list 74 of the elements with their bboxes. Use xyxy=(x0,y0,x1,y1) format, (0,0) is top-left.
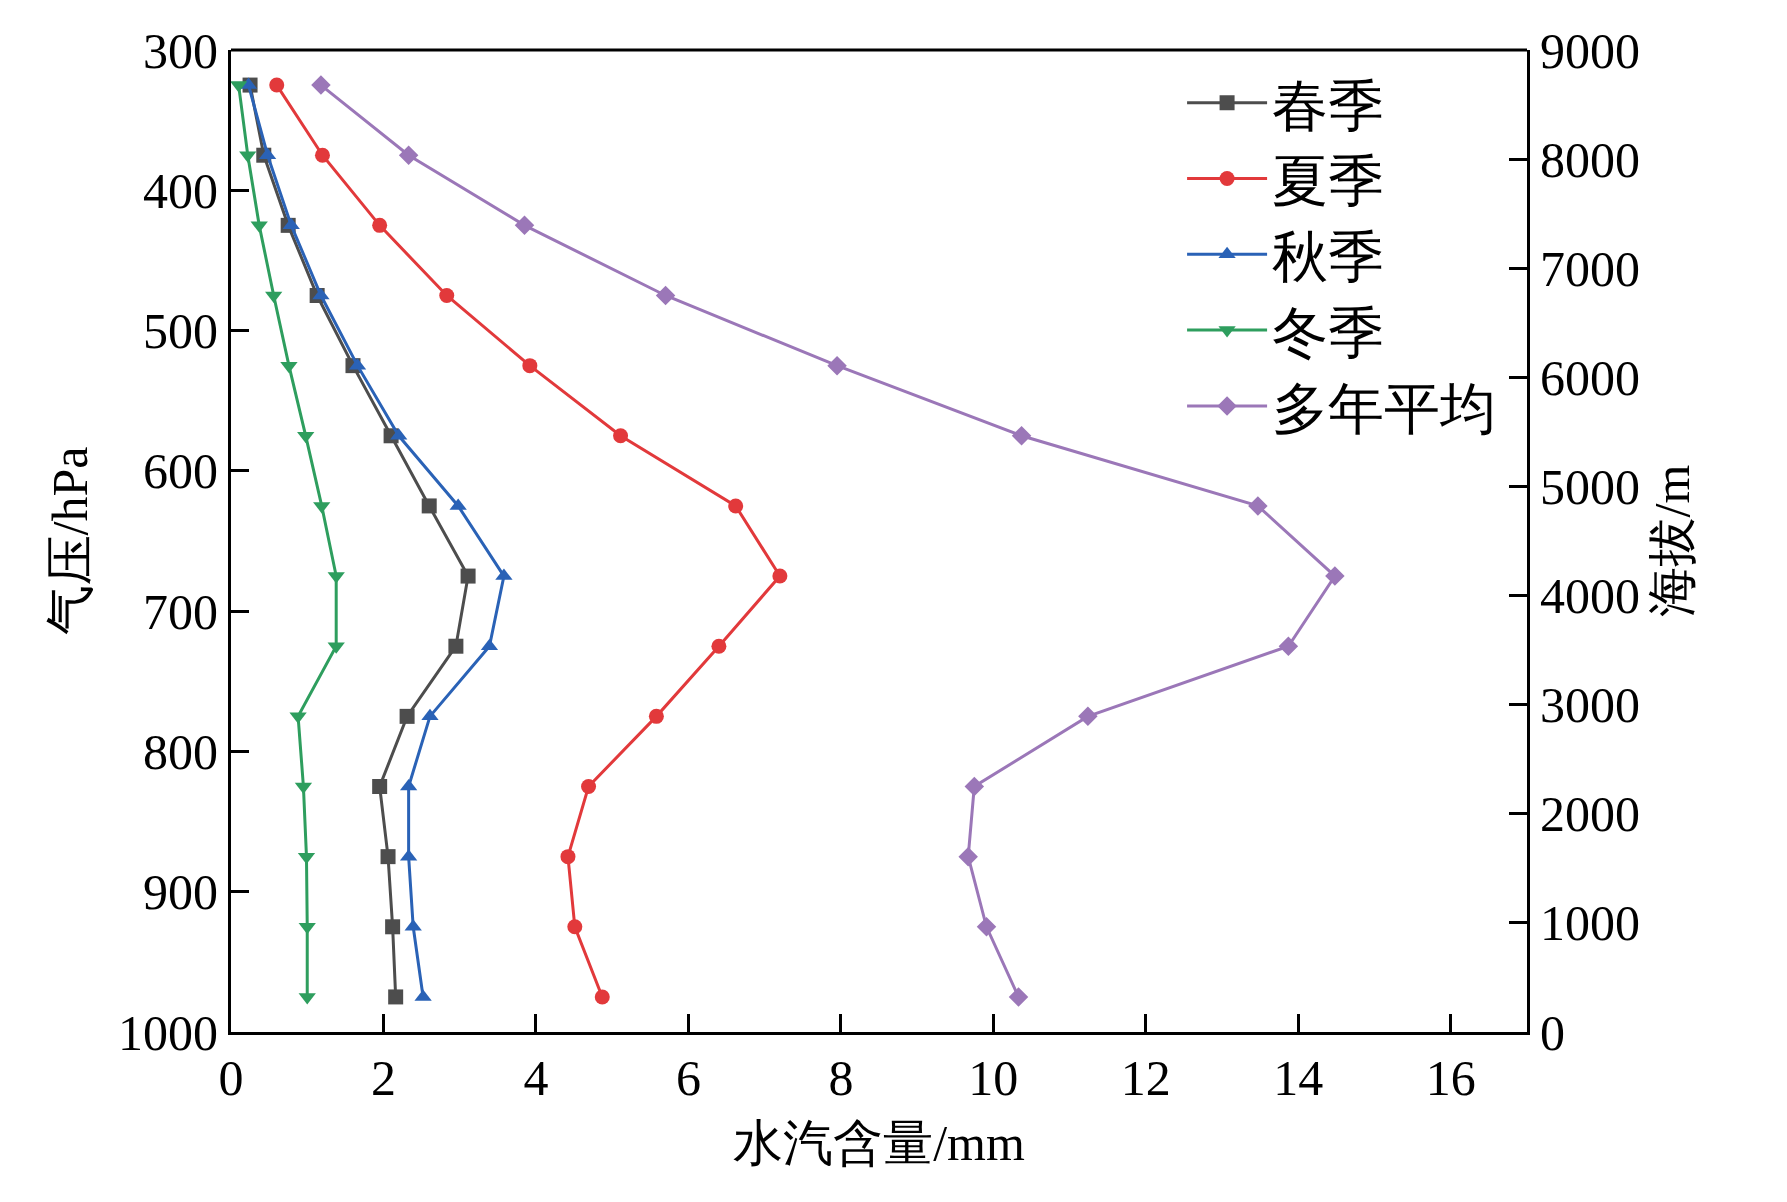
point xyxy=(655,285,676,306)
y-tick-label: 500 xyxy=(143,303,218,360)
point xyxy=(311,75,331,95)
y2-tick-label: 5000 xyxy=(1540,458,1640,515)
y-tick-label: 700 xyxy=(143,583,218,640)
y-tick-label: 900 xyxy=(143,864,218,921)
point xyxy=(1008,987,1029,1007)
x-tick-label: 16 xyxy=(1425,1050,1476,1106)
point xyxy=(421,708,439,721)
point xyxy=(282,217,300,230)
point xyxy=(613,428,629,444)
point xyxy=(421,498,437,514)
legend-label: 多年平均 xyxy=(1272,377,1497,440)
point xyxy=(280,361,298,374)
point xyxy=(522,358,538,374)
point xyxy=(1248,496,1268,516)
point xyxy=(380,849,396,865)
point xyxy=(560,849,576,865)
y2-tick-label: 0 xyxy=(1540,1004,1565,1061)
point xyxy=(398,145,419,165)
legend-label: 春季 xyxy=(1272,74,1385,137)
y2-tick-label: 8000 xyxy=(1540,131,1640,188)
y-tick-label: 300 xyxy=(143,22,218,79)
point xyxy=(594,989,610,1005)
x-tick-label: 10 xyxy=(968,1050,1019,1106)
point xyxy=(772,568,788,584)
point xyxy=(314,147,330,163)
x-axis-title: 水汽含量/mm xyxy=(733,1114,1025,1171)
point xyxy=(514,215,535,236)
y-axis-title: 气压/hPa xyxy=(42,446,98,636)
y-tick-label: 400 xyxy=(143,162,218,219)
point xyxy=(372,779,388,794)
x-tick-label: 2 xyxy=(370,1050,396,1106)
point xyxy=(827,355,847,376)
y-tick-label: 600 xyxy=(143,443,218,500)
point xyxy=(711,638,727,654)
y2-tick-label: 3000 xyxy=(1540,677,1640,734)
point xyxy=(439,288,455,303)
point xyxy=(385,919,401,935)
point xyxy=(388,989,404,1005)
y2-tick-label: 2000 xyxy=(1540,786,1640,843)
y-tick-label: 800 xyxy=(143,723,218,780)
legend-label: 夏季 xyxy=(1272,150,1385,213)
y2-tick-label: 9000 xyxy=(1540,22,1640,79)
point xyxy=(964,776,985,797)
point xyxy=(1011,426,1032,446)
x-tick-label: 6 xyxy=(675,1050,701,1106)
point xyxy=(648,708,664,724)
point xyxy=(958,846,978,867)
point xyxy=(728,498,744,514)
point xyxy=(581,779,597,794)
x-tick-label: 0 xyxy=(218,1050,244,1106)
point xyxy=(976,917,997,937)
point xyxy=(269,77,285,93)
x-tick-label: 12 xyxy=(1120,1050,1171,1106)
point xyxy=(372,217,388,233)
point xyxy=(1078,706,1098,727)
y2-tick-label: 6000 xyxy=(1540,349,1640,406)
y2-tick-label: 7000 xyxy=(1540,240,1640,297)
point xyxy=(567,919,583,935)
point xyxy=(448,638,464,654)
x-tick-label: 8 xyxy=(828,1050,854,1106)
legend-label: 冬季 xyxy=(1272,301,1385,364)
point xyxy=(460,568,476,584)
y2-tick-label: 4000 xyxy=(1540,568,1640,625)
x-tick-label: 14 xyxy=(1273,1050,1324,1106)
legend-label: 秋季 xyxy=(1272,226,1385,289)
point xyxy=(1278,636,1299,656)
y2-axis-title: 海拔/m xyxy=(1643,464,1700,618)
point xyxy=(1325,566,1345,586)
x-tick-label: 4 xyxy=(523,1050,549,1106)
y-tick-label: 1000 xyxy=(118,1004,218,1061)
point xyxy=(399,708,415,724)
y2-tick-label: 1000 xyxy=(1540,895,1640,952)
